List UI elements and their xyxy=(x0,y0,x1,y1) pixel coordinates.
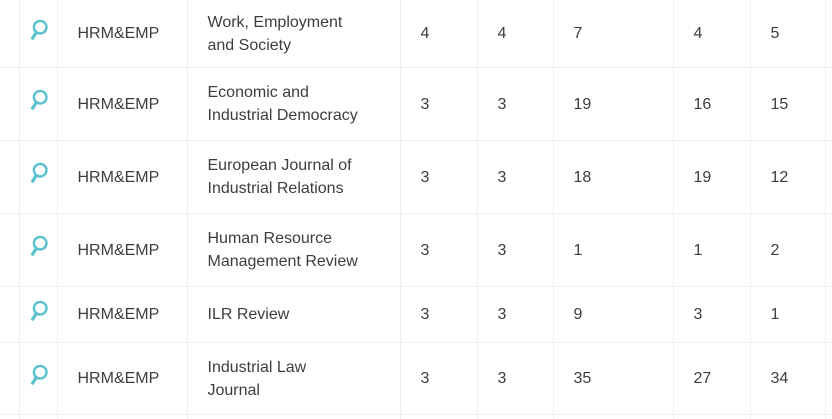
metric-cell-5: 5 xyxy=(750,0,826,68)
empty-cell xyxy=(825,414,832,419)
metric-cell-4: 3 xyxy=(673,286,751,343)
search-icon xyxy=(31,19,48,40)
metric-cell-2: 3 xyxy=(477,213,554,287)
category-cell: HRM&EMP xyxy=(57,67,188,141)
search-icon xyxy=(31,89,48,110)
metric-cell-5: 1 xyxy=(750,286,826,343)
cut-left-column-cell xyxy=(0,213,20,287)
metric-cell-1: 3 xyxy=(400,286,478,343)
search-icon xyxy=(31,300,48,321)
metric-cell-4: 19 xyxy=(673,140,751,214)
metric-cell-4: 16 xyxy=(673,67,751,141)
metric-cell-2: 3 xyxy=(477,286,554,343)
cut-right-column-cell xyxy=(825,67,832,141)
category-cell: HRM&EMP xyxy=(57,286,188,343)
cut-right-column-cell xyxy=(825,0,832,68)
metric-cell-1: 4 xyxy=(400,0,478,68)
empty-cell xyxy=(187,414,401,419)
metric-cell-3: 18 xyxy=(553,140,674,214)
table-row: HRM&EMP Human Resource Management Review 3… xyxy=(0,213,832,287)
journal-name-cell: European Journal of Industrial Relations xyxy=(187,140,401,214)
metric-cell-2: 3 xyxy=(477,342,554,415)
search-button[interactable] xyxy=(26,298,50,327)
table-row: HRM&EMP Work, Employment and Society 4 4 7 4 5 xyxy=(0,0,832,68)
search-button[interactable] xyxy=(26,160,50,189)
empty-cell xyxy=(0,414,20,419)
table-row-partial xyxy=(0,414,832,419)
cut-right-column-cell xyxy=(825,140,832,214)
search-icon xyxy=(31,364,48,385)
table-row: HRM&EMP Economic and Industrial Democracy… xyxy=(0,67,832,141)
metric-cell-3: 7 xyxy=(553,0,674,68)
cut-left-column-cell xyxy=(0,0,20,68)
row-actions-cell xyxy=(19,342,58,415)
search-button[interactable] xyxy=(26,362,50,391)
row-actions-cell xyxy=(19,213,58,287)
metric-cell-5: 2 xyxy=(750,213,826,287)
metric-cell-2: 4 xyxy=(477,0,554,68)
search-button[interactable] xyxy=(26,17,50,46)
empty-cell xyxy=(553,414,674,419)
empty-cell xyxy=(400,414,478,419)
metric-cell-5: 15 xyxy=(750,67,826,141)
metric-cell-1: 3 xyxy=(400,140,478,214)
category-cell: HRM&EMP xyxy=(57,140,188,214)
search-button[interactable] xyxy=(26,233,50,262)
cut-right-column-cell xyxy=(825,342,832,415)
cut-left-column-cell xyxy=(0,286,20,343)
cut-left-column-cell xyxy=(0,67,20,141)
metric-cell-5: 12 xyxy=(750,140,826,214)
category-cell: HRM&EMP xyxy=(57,213,188,287)
search-icon xyxy=(31,162,48,183)
cut-left-column-cell xyxy=(0,140,20,214)
row-actions-cell xyxy=(19,286,58,343)
metric-cell-2: 3 xyxy=(477,140,554,214)
category-cell: HRM&EMP xyxy=(57,342,188,415)
empty-cell xyxy=(477,414,554,419)
cut-left-column-cell xyxy=(0,342,20,415)
metric-cell-3: 1 xyxy=(553,213,674,287)
cut-right-column-cell xyxy=(825,213,832,287)
empty-cell xyxy=(750,414,826,419)
row-actions-cell xyxy=(19,140,58,214)
metric-cell-1: 3 xyxy=(400,213,478,287)
empty-cell xyxy=(19,414,58,419)
metric-cell-4: 1 xyxy=(673,213,751,287)
journal-name-cell: Work, Employment and Society xyxy=(187,0,401,68)
empty-cell xyxy=(57,414,188,419)
journal-name-cell: ILR Review xyxy=(187,286,401,343)
journal-name-cell: Economic and Industrial Democracy xyxy=(187,67,401,141)
journal-name-cell: Human Resource Management Review xyxy=(187,213,401,287)
search-button[interactable] xyxy=(26,87,50,116)
journal-name-cell: Industrial Law Journal xyxy=(187,342,401,415)
search-icon xyxy=(31,235,48,256)
category-cell: HRM&EMP xyxy=(57,0,188,68)
metric-cell-3: 9 xyxy=(553,286,674,343)
row-actions-cell xyxy=(19,0,58,68)
metric-cell-4: 4 xyxy=(673,0,751,68)
table-row: HRM&EMP European Journal of Industrial Re… xyxy=(0,140,832,214)
metric-cell-1: 3 xyxy=(400,67,478,141)
metric-cell-2: 3 xyxy=(477,67,554,141)
row-actions-cell xyxy=(19,67,58,141)
empty-cell xyxy=(673,414,751,419)
cut-right-column-cell xyxy=(825,286,832,343)
metric-cell-3: 19 xyxy=(553,67,674,141)
metric-cell-3: 35 xyxy=(553,342,674,415)
metric-cell-5: 34 xyxy=(750,342,826,415)
metric-cell-4: 27 xyxy=(673,342,751,415)
metric-cell-1: 3 xyxy=(400,342,478,415)
table-row: HRM&EMP Industrial Law Journal 3 3 35 27 34 xyxy=(0,342,832,415)
table-row: HRM&EMP ILR Review 3 3 9 3 1 xyxy=(0,286,832,343)
